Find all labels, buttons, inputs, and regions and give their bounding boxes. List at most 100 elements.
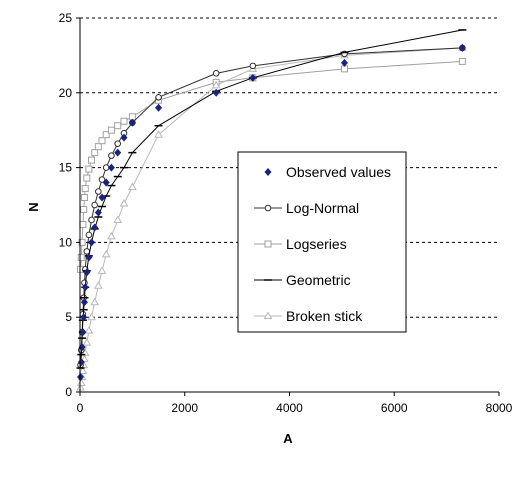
legend-marker bbox=[264, 204, 272, 212]
data-point bbox=[101, 249, 111, 258]
data-point bbox=[80, 205, 88, 213]
data-point bbox=[155, 103, 163, 112]
x-axis-label: A bbox=[283, 431, 293, 446]
data-point bbox=[80, 194, 88, 202]
data-point bbox=[77, 253, 85, 261]
data-point bbox=[81, 283, 89, 292]
data-point bbox=[120, 117, 128, 125]
axes bbox=[76, 17, 500, 396]
y-tick-label: 20 bbox=[59, 86, 73, 100]
data-point bbox=[249, 62, 257, 70]
legend-label: Logseries bbox=[286, 236, 347, 252]
data-point bbox=[249, 73, 257, 82]
data-point bbox=[83, 174, 91, 182]
data-point bbox=[88, 238, 96, 247]
legend: Observed values Log-Normal Logseries Geomet… bbox=[237, 151, 407, 333]
tick-labels: 0 5 10 15 20 25 0 2000 4000 6000 8000 bbox=[59, 11, 513, 415]
data-point bbox=[102, 178, 110, 187]
y-tick-label: 0 bbox=[65, 385, 72, 399]
legend-item: Observed values bbox=[264, 164, 391, 180]
data-point bbox=[78, 366, 88, 375]
data-point bbox=[119, 199, 129, 207]
data-point bbox=[108, 152, 115, 159]
y-tick-label: 10 bbox=[59, 235, 73, 249]
series-logseries bbox=[77, 57, 466, 273]
data-point bbox=[77, 373, 85, 382]
legend-label: Log-Normal bbox=[286, 200, 359, 216]
data-point bbox=[98, 137, 106, 145]
data-point bbox=[76, 383, 85, 391]
data-point bbox=[128, 182, 137, 191]
data-point bbox=[113, 215, 123, 223]
grid-lines bbox=[80, 17, 499, 318]
data-point bbox=[458, 57, 466, 65]
data-point bbox=[212, 88, 220, 97]
data-point bbox=[88, 216, 95, 224]
data-point bbox=[85, 231, 93, 239]
data-point bbox=[98, 176, 106, 183]
legend-item: Broken stick bbox=[254, 308, 363, 324]
data-point bbox=[155, 93, 162, 101]
legend-marker bbox=[264, 168, 272, 176]
data-point bbox=[102, 131, 110, 139]
data-point bbox=[340, 58, 348, 67]
data-point bbox=[76, 378, 86, 387]
data-point bbox=[88, 156, 96, 164]
series-geometric bbox=[76, 29, 467, 369]
legend-label: Observed values bbox=[286, 164, 391, 180]
legend-item: Logseries bbox=[254, 236, 347, 252]
data-point bbox=[91, 149, 99, 157]
legend-marker bbox=[263, 311, 273, 319]
data-point bbox=[91, 223, 99, 232]
data-point bbox=[91, 201, 98, 209]
x-tick-label: 8000 bbox=[486, 401, 513, 415]
data-point bbox=[79, 328, 87, 337]
data-point bbox=[98, 193, 106, 202]
data-point bbox=[94, 208, 102, 217]
data-point bbox=[82, 338, 92, 346]
x-tick-label: 6000 bbox=[381, 401, 408, 415]
data-point bbox=[154, 130, 163, 138]
legend-label: Broken stick bbox=[286, 308, 363, 324]
series-layer bbox=[76, 29, 467, 391]
data-point bbox=[107, 163, 115, 172]
data-point bbox=[114, 148, 122, 157]
data-point bbox=[84, 326, 94, 334]
data-point bbox=[80, 298, 88, 307]
data-point bbox=[80, 313, 88, 322]
data-point bbox=[114, 140, 122, 147]
data-point bbox=[128, 118, 136, 127]
x-tick-label: 0 bbox=[77, 401, 84, 415]
y-tick-label: 15 bbox=[59, 161, 73, 175]
data-point bbox=[83, 268, 91, 277]
y-tick-label: 5 bbox=[65, 310, 72, 324]
data-point bbox=[107, 231, 116, 240]
data-point bbox=[79, 220, 87, 228]
legend-marker bbox=[264, 240, 272, 248]
legend-item: Log-Normal bbox=[254, 200, 359, 216]
data-point bbox=[212, 70, 220, 77]
data-point bbox=[93, 281, 103, 289]
legend-item: Geometric bbox=[254, 272, 351, 288]
data-point bbox=[83, 248, 91, 255]
data-point bbox=[458, 43, 466, 52]
data-point bbox=[87, 312, 96, 321]
x-tick-label: 2000 bbox=[171, 401, 198, 415]
data-point bbox=[85, 165, 93, 173]
data-point bbox=[94, 143, 102, 151]
data-point bbox=[107, 126, 115, 134]
legend-label: Geometric bbox=[286, 272, 351, 288]
data-point bbox=[81, 185, 89, 193]
y-tick-label: 25 bbox=[59, 11, 73, 25]
data-point bbox=[114, 122, 122, 130]
x-tick-label: 4000 bbox=[276, 401, 303, 415]
data-point bbox=[211, 80, 221, 89]
y-axis-label: N bbox=[26, 202, 41, 211]
data-point bbox=[120, 133, 128, 142]
data-point bbox=[85, 253, 93, 262]
data-point bbox=[97, 266, 107, 274]
data-point bbox=[90, 297, 100, 306]
data-point bbox=[95, 188, 102, 195]
legend-box bbox=[237, 151, 407, 333]
